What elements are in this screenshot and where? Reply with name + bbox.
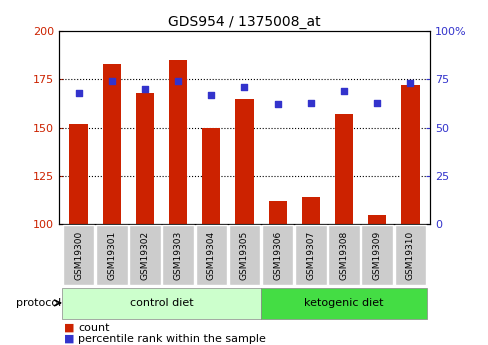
- FancyBboxPatch shape: [228, 226, 260, 285]
- Point: [207, 92, 215, 98]
- Text: GSM19307: GSM19307: [306, 231, 315, 280]
- Text: count: count: [78, 323, 109, 333]
- FancyBboxPatch shape: [262, 226, 293, 285]
- Point: [372, 100, 380, 105]
- Text: GSM19304: GSM19304: [206, 231, 215, 280]
- FancyBboxPatch shape: [294, 226, 326, 285]
- Point: [240, 84, 248, 90]
- Text: ■: ■: [63, 334, 74, 344]
- Text: control diet: control diet: [129, 298, 193, 308]
- FancyBboxPatch shape: [129, 226, 161, 285]
- Point: [340, 88, 347, 94]
- Text: ketogenic diet: ketogenic diet: [304, 298, 383, 308]
- Text: GSM19301: GSM19301: [107, 231, 116, 280]
- Point: [406, 80, 413, 86]
- Title: GDS954 / 1375008_at: GDS954 / 1375008_at: [168, 14, 320, 29]
- FancyBboxPatch shape: [327, 226, 359, 285]
- Text: GSM19302: GSM19302: [140, 231, 149, 280]
- Bar: [136, 93, 154, 224]
- Point: [108, 79, 116, 84]
- Text: GSM19310: GSM19310: [405, 231, 414, 280]
- FancyBboxPatch shape: [62, 288, 261, 319]
- Point: [306, 100, 314, 105]
- Text: percentile rank within the sample: percentile rank within the sample: [78, 334, 265, 344]
- Bar: [301, 197, 319, 224]
- Text: GSM19306: GSM19306: [273, 231, 282, 280]
- FancyBboxPatch shape: [261, 288, 426, 319]
- Text: protocol: protocol: [16, 298, 61, 308]
- FancyBboxPatch shape: [62, 226, 94, 285]
- FancyBboxPatch shape: [195, 226, 226, 285]
- Text: GSM19305: GSM19305: [240, 231, 248, 280]
- Text: GSM19303: GSM19303: [173, 231, 182, 280]
- Bar: [401, 85, 419, 224]
- FancyBboxPatch shape: [96, 226, 127, 285]
- Bar: [268, 201, 286, 224]
- FancyBboxPatch shape: [394, 226, 426, 285]
- Bar: [334, 114, 352, 224]
- Point: [141, 86, 148, 92]
- Text: GSM19300: GSM19300: [74, 231, 83, 280]
- Point: [75, 90, 82, 96]
- FancyBboxPatch shape: [162, 226, 194, 285]
- Point: [273, 102, 281, 107]
- Text: GSM19308: GSM19308: [339, 231, 348, 280]
- Bar: [169, 60, 187, 224]
- Text: GSM19309: GSM19309: [372, 231, 381, 280]
- Bar: [102, 64, 121, 224]
- Text: ■: ■: [63, 323, 74, 333]
- FancyBboxPatch shape: [361, 226, 392, 285]
- Bar: [202, 128, 220, 224]
- Point: [174, 79, 182, 84]
- Bar: [69, 124, 87, 224]
- Bar: [235, 99, 253, 224]
- Bar: [367, 215, 386, 224]
